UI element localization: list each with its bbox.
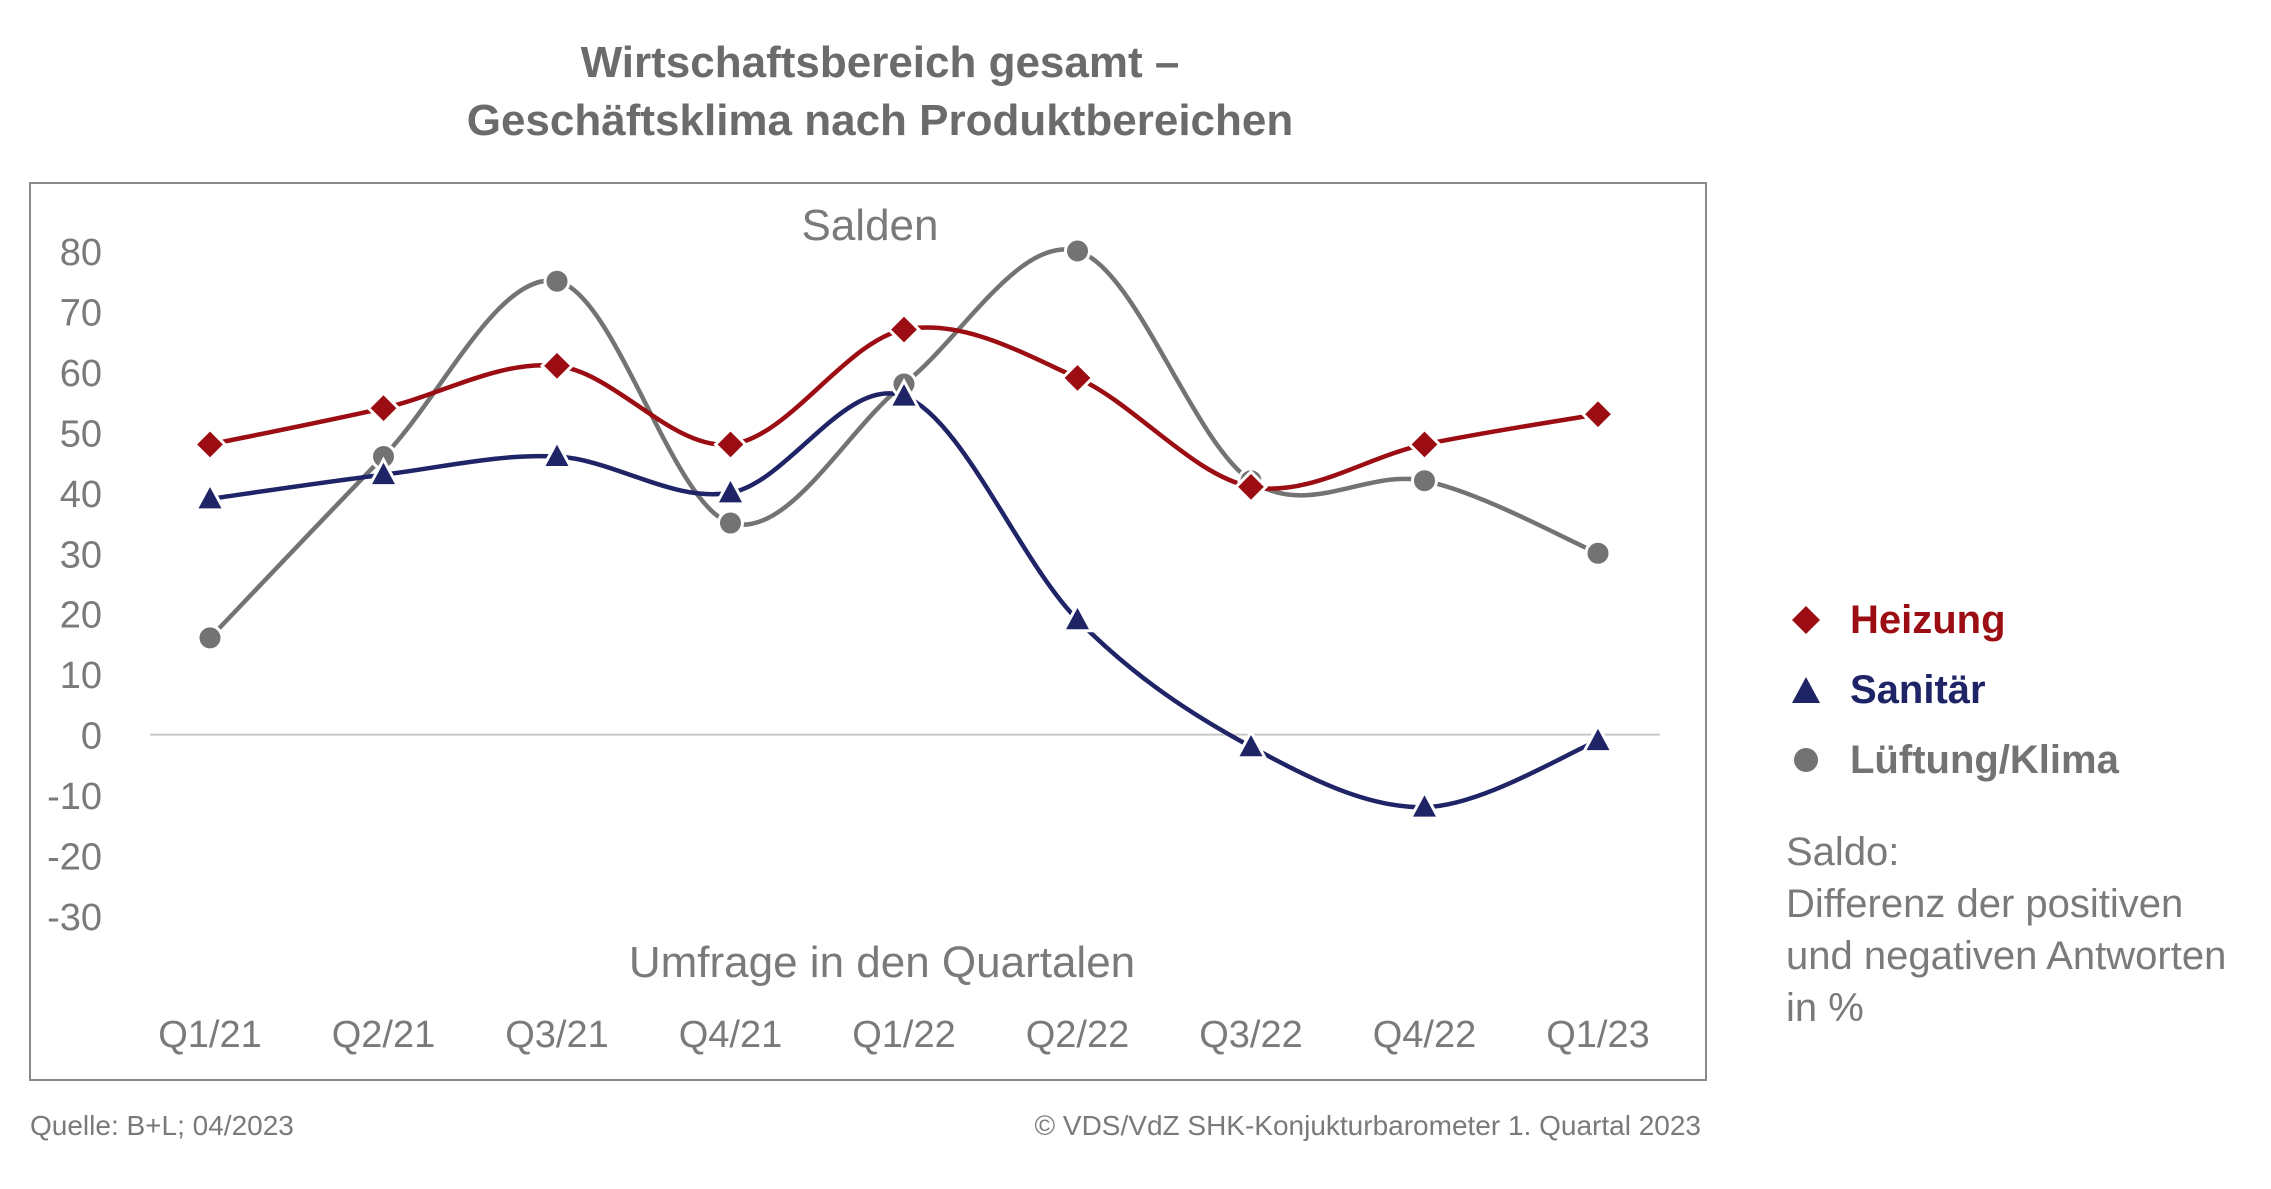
legend-item-lueftung: Lüftung/Klima [1790,725,2119,795]
line-chart: Salden Umfrage in den Quartalen 80 70 60 50… [29,182,1707,1081]
copyright-footer: © VDS/VdZ SHK-Konjukturbarometer 1. Quar… [1034,1110,1702,1141]
data-point-1-7 [1407,789,1442,820]
x-tick-label: Q1/22 [852,1014,956,1056]
x-tick-label: Q2/22 [1026,1014,1130,1056]
y-tick-label: 70 [60,292,102,334]
data-point-0-8 [1580,397,1616,432]
data-point-1-8 [1581,722,1615,754]
saldo-note: Saldo: Differenz der positiven und negat… [1786,826,2226,1034]
data-point-2-3 [717,509,744,537]
triangle-icon [1792,677,1820,703]
x-axis-label: Umfrage in den Quartalen [629,938,1135,987]
x-tick-label: Q4/22 [1373,1014,1477,1056]
y-tick-label: -30 [47,897,102,939]
series-line-2 [208,247,1599,640]
y-tick-label: 50 [60,413,102,455]
data-point-1-2 [540,438,574,470]
data-point-2-0 [196,624,224,652]
title-line-2: Geschäftsklima nach Produktbereichen [466,96,1294,145]
title-line-1: Wirtschaftsbereich gesamt – [580,38,1180,87]
data-point-2-2 [543,267,571,295]
chart-title: Wirtschaftsbereich gesamt – Geschäftskli… [30,34,1730,150]
legend-label-lueftung: Lüftung/Klima [1850,737,2119,782]
data-point-1-3 [713,474,748,506]
y-tick-label: -20 [47,837,102,879]
data-point-0-0 [192,427,228,462]
data-point-1-5 [1060,601,1095,633]
data-point-0-2 [539,348,575,383]
data-point-0-4 [886,312,922,347]
y-tick-label: 0 [81,716,102,758]
note-line-2: Differenz der positiven [1786,882,2184,926]
legend-label-heizung: Heizung [1850,597,2006,642]
x-tick-label: Q3/22 [1199,1014,1303,1056]
y-tick-label: 30 [60,534,102,576]
data-point-1-1 [366,456,401,488]
circle-icon [1794,748,1818,772]
x-tick-label: Q1/21 [158,1014,262,1056]
y-tick-label: 80 [60,232,102,274]
y-tick-label: 40 [60,474,102,516]
source-footer: Quelle: B+L; 04/2023 [30,1110,294,1141]
legend-label-sanitaer: Sanitär [1850,667,1986,712]
legend-item-heizung: Heizung [1790,585,2119,655]
y-tick-label: 10 [60,655,102,697]
data-point-1-0 [193,480,227,512]
x-tick-label: Q1/23 [1546,1014,1650,1056]
legend-item-sanitaer: Sanitär [1790,655,2119,725]
x-tick-label: Q2/21 [332,1014,436,1056]
y-tick-label: 20 [60,595,102,637]
chart-subtitle: Salden [801,201,938,250]
y-tick-label: 60 [60,353,102,395]
data-point-2-7 [1411,467,1438,495]
data-point-0-6 [1233,469,1269,504]
x-axis-ticks: Q1/21 Q2/21 Q3/21 Q4/21 Q1/22 Q2/22 Q3/22 Q4/22… [158,1014,1650,1056]
data-point-0-7 [1407,427,1442,462]
data-point-2-5 [1064,237,1091,265]
data-point-1-4 [887,377,921,409]
note-line-3: und negativen Antworten [1786,934,2227,978]
data-point-0-1 [366,391,401,426]
note-line-1: Saldo: [1786,830,1900,874]
plot-frame [29,182,1707,1081]
y-axis-ticks: 80 70 60 50 40 30 20 10 0 -10 -20 -30 [47,232,102,939]
data-point-2-8 [1584,539,1612,567]
diamond-icon [1792,606,1820,634]
y-tick-label: -10 [47,776,102,818]
data-point-0-3 [713,427,748,462]
note-line-4: in % [1786,986,1864,1030]
series-markers [192,237,1616,820]
x-tick-label: Q3/21 [505,1014,609,1056]
data-point-1-6 [1234,728,1268,760]
x-tick-label: Q4/21 [679,1014,783,1056]
legend: Heizung Sanitär Lüftung/Klima [1790,585,2119,795]
data-point-0-5 [1060,360,1095,396]
